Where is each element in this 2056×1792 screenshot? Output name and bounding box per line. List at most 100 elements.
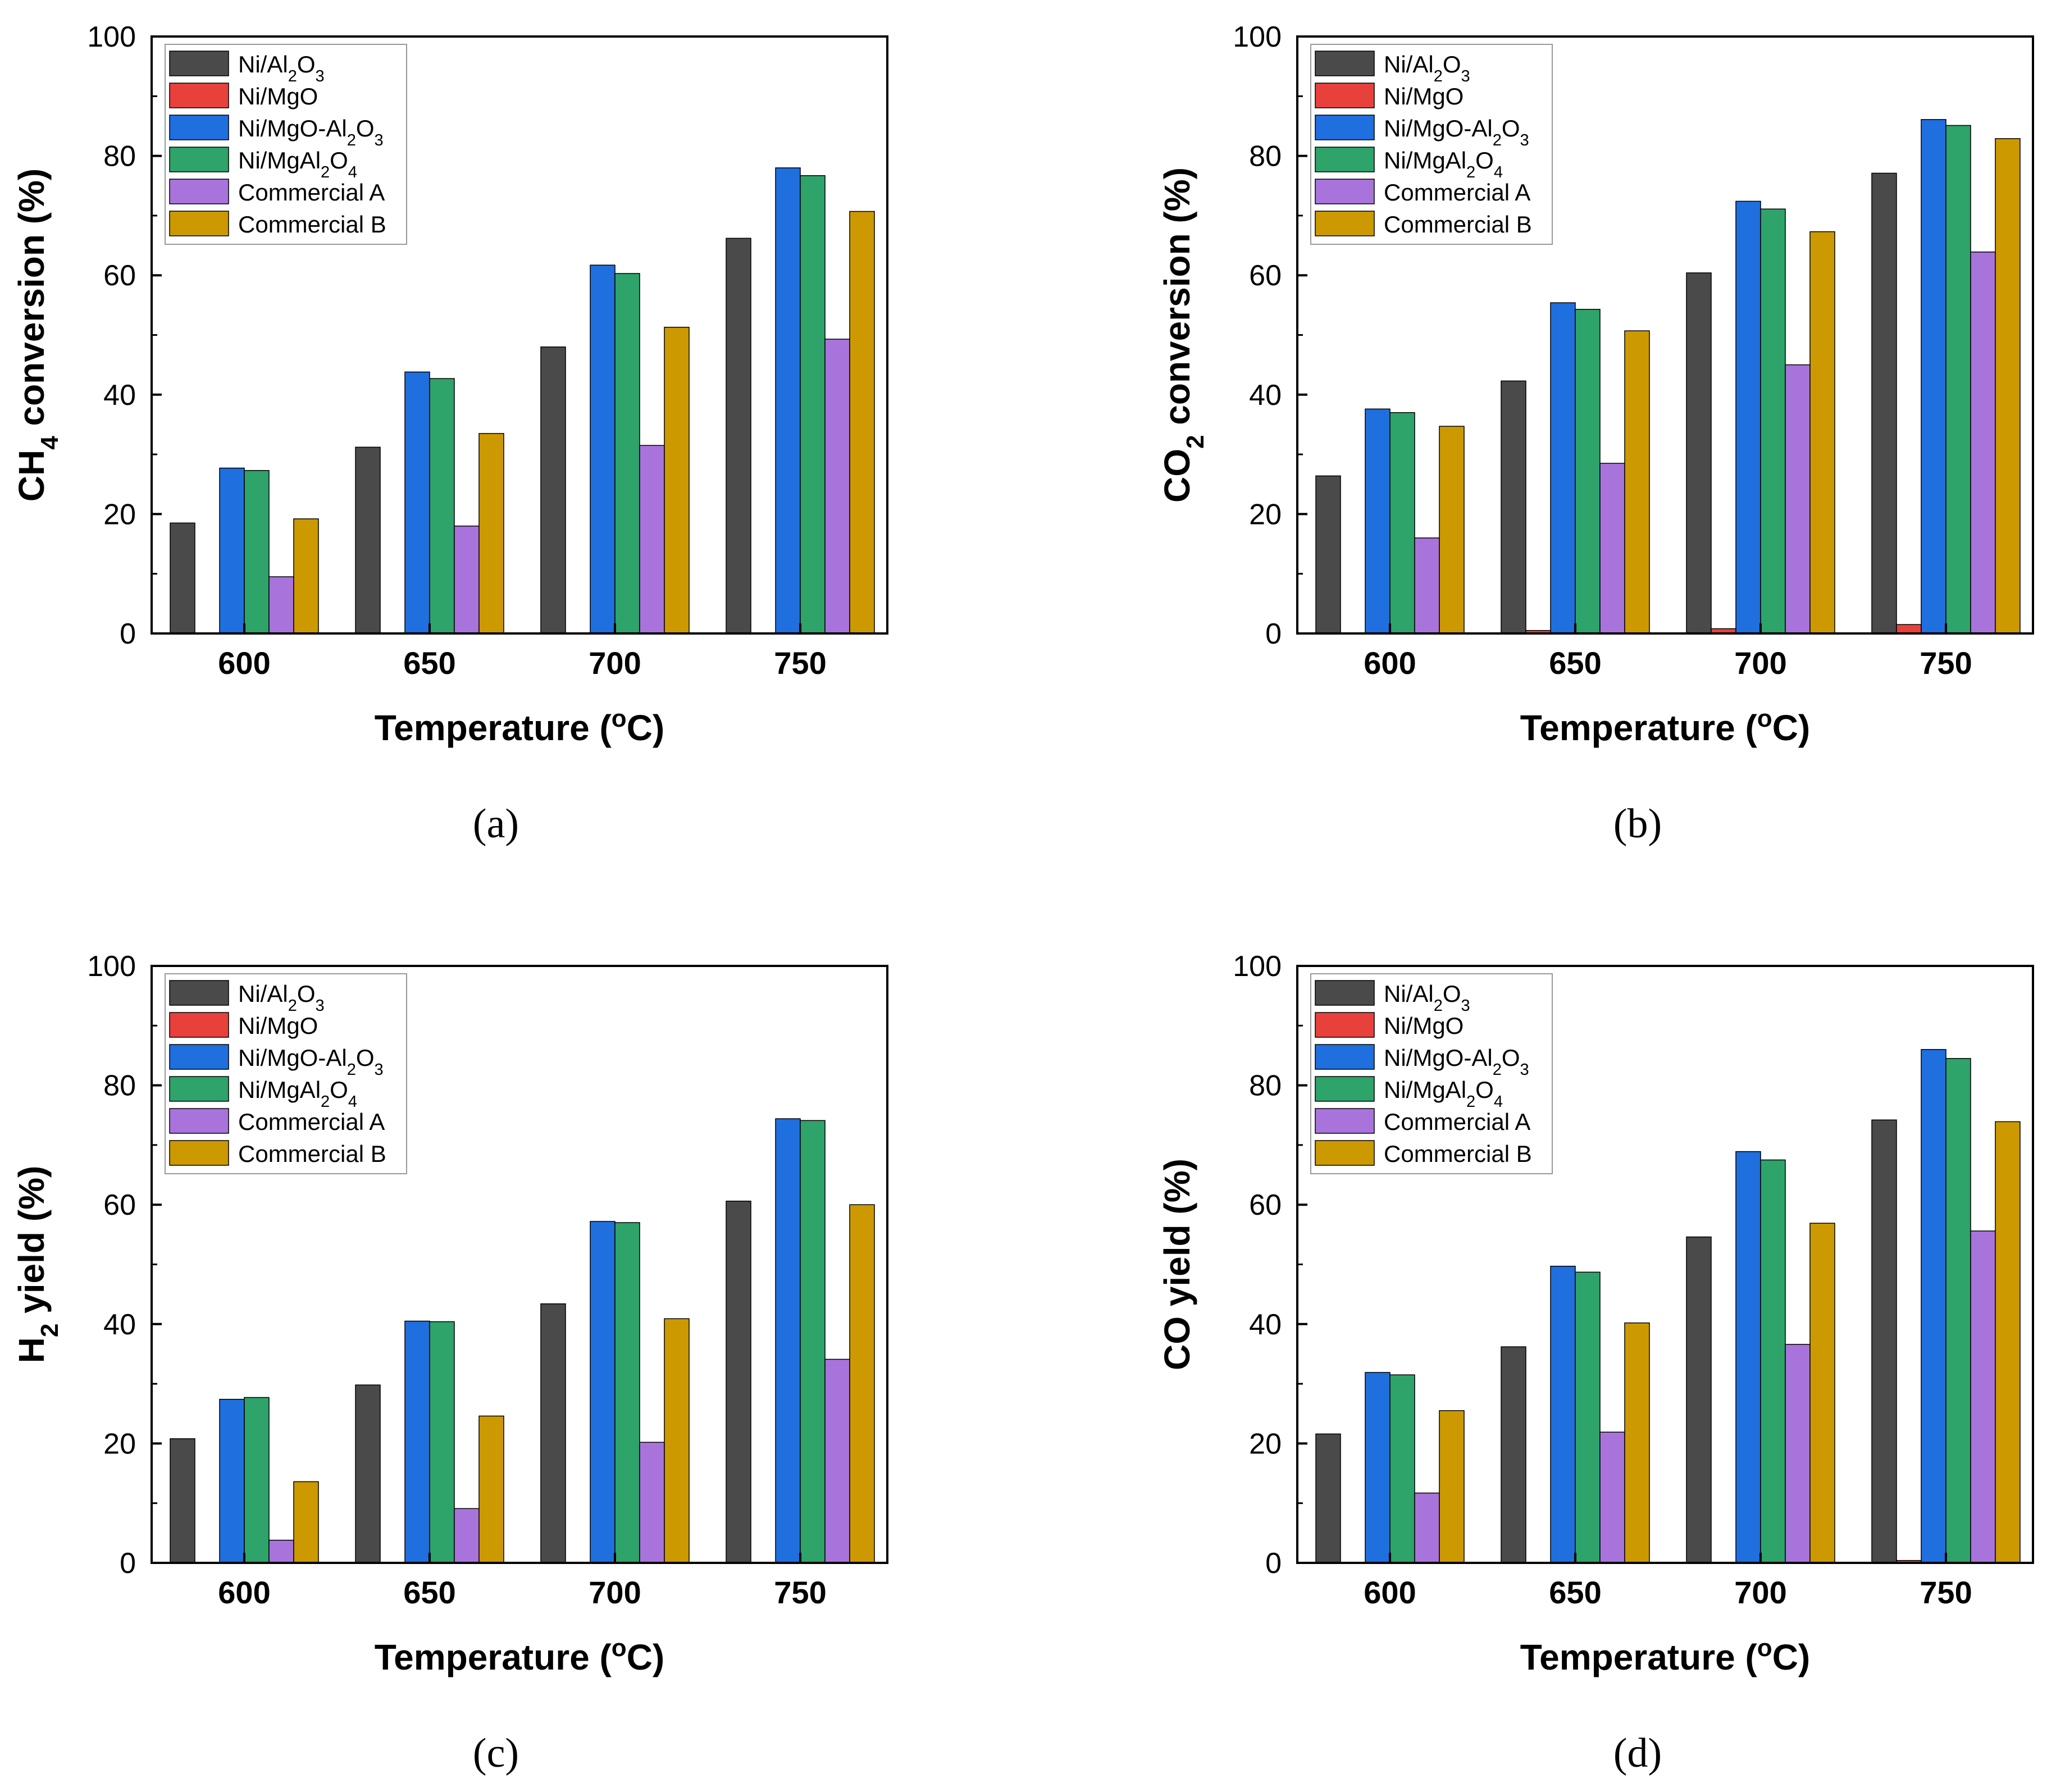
- legend-swatch-ni-al2o3: [1315, 980, 1375, 1006]
- legend-label: Ni/MgAl2O4: [238, 1077, 357, 1111]
- y-tick-label: 60: [1249, 259, 1282, 292]
- y-tick-label: 80: [103, 1070, 136, 1102]
- legend-swatch-commercial-b: [169, 1140, 229, 1166]
- x-tick-label: 750: [774, 1575, 826, 1610]
- legend-swatch-ni-mgo-al2o3: [1315, 1044, 1375, 1070]
- x-tick-label: 600: [218, 645, 270, 681]
- legend-label: Commercial B: [238, 211, 386, 238]
- bar-commercial-b-600: [1439, 1410, 1465, 1563]
- legend-swatch-commercial-b: [1315, 1140, 1375, 1166]
- bar-ni-mgo-al2o3-650: [404, 371, 430, 634]
- bar-ni-mgo-al2o3-750: [775, 167, 801, 634]
- bar-commercial-b-650: [1624, 1322, 1650, 1563]
- legend-label: Ni/MgO: [238, 83, 318, 110]
- legend-swatch-ni-mgo-al2o3: [1315, 115, 1375, 140]
- bar-ni-al2o3-700: [1686, 272, 1712, 634]
- legend-label: Ni/MgO-Al2O3: [238, 115, 384, 149]
- x-tick-label: 750: [1920, 1575, 1972, 1610]
- subfigure-label-c: (c): [472, 1730, 519, 1776]
- bar-ni-mgal2o4-650: [1575, 309, 1601, 634]
- bar-ni-mgo-al2o3-750: [775, 1118, 801, 1563]
- y-tick-label: 80: [1249, 1070, 1282, 1102]
- bar-ni-al2o3-750: [1871, 1119, 1897, 1563]
- bar-commercial-a-600: [268, 576, 294, 634]
- bar-ni-al2o3-700: [1686, 1236, 1712, 1563]
- bar-ni-mgo-750: [1896, 624, 1922, 634]
- legend-swatch-commercial-b: [169, 211, 229, 236]
- legend-label: Ni/MgAl2O4: [1384, 147, 1503, 181]
- chart-a: 0 20 40 60 80 100 600 650 700 750 Temperature (oC)…: [11, 21, 888, 749]
- y-tick-label: 60: [103, 259, 136, 292]
- x-tick-label: 650: [1549, 645, 1601, 681]
- x-tick-label: 650: [1549, 1575, 1601, 1610]
- bar-commercial-b-750: [1995, 1121, 2021, 1563]
- bar-commercial-a-650: [1599, 463, 1625, 634]
- bar-commercial-b-600: [293, 1481, 319, 1563]
- legend-swatch-commercial-a: [1315, 1108, 1375, 1134]
- x-axis-label: Temperature (oC): [375, 1634, 664, 1678]
- y-axis-label: CO2 conversion (%): [1157, 167, 1209, 503]
- bar-commercial-b-700: [1809, 231, 1835, 634]
- bar-ni-mgo-al2o3-650: [1550, 1265, 1576, 1563]
- x-tick-label: 600: [218, 1575, 270, 1610]
- bar-commercial-a-700: [1785, 1344, 1811, 1563]
- x-tick-label: 650: [403, 645, 455, 681]
- bar-commercial-b-750: [849, 1204, 875, 1563]
- legend-label: Commercial A: [238, 179, 385, 206]
- bar-ni-mgo-al2o3-700: [590, 265, 616, 634]
- y-tick-label: 100: [1233, 950, 1282, 983]
- y-tick-label: 20: [1249, 1428, 1282, 1460]
- x-tick-label: 700: [1734, 645, 1786, 681]
- legend: Ni/Al2O3Ni/MgONi/MgO-Al2O3Ni/MgAl2O4Comm…: [165, 973, 407, 1174]
- bar-ni-mgo-al2o3-750: [1921, 119, 1946, 634]
- legend-label: Ni/Al2O3: [1384, 51, 1470, 85]
- y-tick-label: 40: [1249, 1308, 1282, 1341]
- bar-ni-mgal2o4-700: [1760, 208, 1786, 634]
- y-tick-label: 100: [87, 21, 136, 53]
- panel-d: 0 20 40 60 80 100 600 650 700 750 Temperature (oC)…: [1146, 929, 2055, 1792]
- bar-ni-al2o3-600: [170, 1438, 195, 1563]
- bar-ni-mgo-al2o3-700: [1735, 200, 1761, 634]
- y-tick-label: 40: [1249, 379, 1282, 412]
- chart-b: 0 20 40 60 80 100 600 650 700 750 Temperature (oC)…: [1157, 21, 2034, 748]
- y-tick-label: 0: [1265, 618, 1282, 650]
- legend-label: Commercial B: [238, 1141, 386, 1167]
- x-tick-label: 750: [774, 645, 826, 681]
- legend-label: Ni/MgO: [238, 1013, 318, 1039]
- legend-label: Ni/Al2O3: [238, 51, 325, 85]
- bar-commercial-b-600: [293, 518, 319, 634]
- y-tick-label: 40: [103, 1308, 136, 1341]
- x-axis-label: Temperature (oC): [375, 705, 664, 749]
- legend-swatch-ni-mgo: [169, 1012, 229, 1038]
- bar-ni-mgal2o4-700: [614, 1222, 640, 1563]
- bar-commercial-a-750: [824, 1358, 850, 1563]
- bar-commercial-a-650: [454, 525, 480, 634]
- bar-ni-mgal2o4-600: [244, 1397, 270, 1563]
- panel-b: 0 20 40 60 80 100 600 650 700 750 Temperature (oC)…: [1146, 0, 2055, 896]
- legend-swatch-commercial-a: [169, 1108, 229, 1134]
- bar-ni-mgal2o4-750: [800, 175, 826, 634]
- bar-ni-al2o3-750: [726, 1201, 751, 1563]
- legend-label: Commercial B: [1384, 1141, 1532, 1167]
- bar-commercial-b-650: [478, 1415, 504, 1563]
- subfigure-label-d: (d): [1613, 1730, 1662, 1776]
- legend-swatch-ni-al2o3: [169, 980, 229, 1006]
- bar-ni-mgo-al2o3-650: [404, 1320, 430, 1563]
- legend-swatch-ni-mgo: [1315, 83, 1375, 108]
- legend-label: Commercial A: [1384, 1109, 1530, 1135]
- bar-commercial-a-650: [1599, 1431, 1625, 1563]
- bar-ni-mgal2o4-650: [429, 1321, 455, 1563]
- bar-ni-mgal2o4-650: [429, 378, 455, 634]
- bar-commercial-b-700: [664, 326, 690, 634]
- bar-ni-mgal2o4-750: [1945, 125, 1971, 634]
- y-axis-label: H2 yield (%): [11, 1166, 63, 1364]
- y-axis-label: CO yield (%): [1157, 1159, 1197, 1370]
- y-tick-label: 60: [1249, 1189, 1282, 1221]
- bar-ni-al2o3-650: [355, 446, 381, 634]
- legend-label: Ni/MgAl2O4: [1384, 1077, 1503, 1111]
- legend: Ni/Al2O3Ni/MgONi/MgO-Al2O3Ni/MgAl2O4Comm…: [1310, 973, 1553, 1174]
- legend-label: Ni/MgO-Al2O3: [238, 1045, 384, 1079]
- x-tick-label: 700: [589, 1575, 641, 1610]
- bar-ni-mgal2o4-650: [1575, 1271, 1601, 1563]
- bar-commercial-a-750: [1970, 1230, 1996, 1563]
